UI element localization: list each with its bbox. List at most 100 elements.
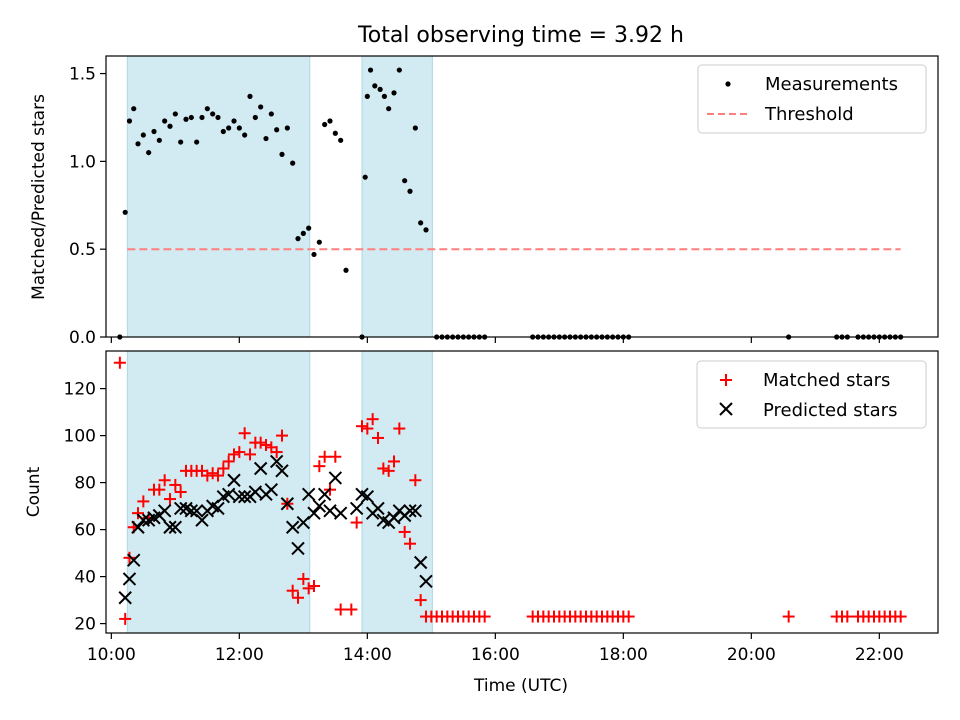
matched-star-point [270, 446, 283, 459]
measurement-point [156, 137, 162, 143]
matched-star-point [292, 591, 304, 604]
matched-star-point [174, 486, 187, 498]
measurement-point [131, 106, 137, 112]
measurement-point [343, 267, 349, 273]
bottom-axes-frame [105, 350, 939, 634]
matched-star-point [158, 474, 171, 487]
predicted-star-point [328, 471, 343, 485]
predicted-star-point [387, 511, 401, 525]
predicted-star-point [127, 553, 141, 567]
measurement-point [252, 114, 258, 121]
predicted-star-point [237, 489, 252, 504]
y-tick-label: 0.0 [69, 328, 96, 348]
matched-star-point [260, 439, 272, 451]
measurement-point [332, 130, 338, 136]
predicted-star-point [301, 487, 316, 502]
measurement-point [364, 93, 370, 99]
measurement-point [381, 93, 387, 99]
predicted-star-point [349, 501, 364, 516]
predicted-star-point [136, 513, 151, 527]
shaded-interval [126, 55, 311, 338]
predicted-star-point [275, 464, 289, 478]
predicted-star-point [264, 482, 279, 497]
bottom-legend: Matched stars Predicted stars [696, 360, 927, 429]
predicted-star-point [211, 501, 225, 516]
matched-star-point [217, 462, 230, 475]
predicted-star-point [360, 489, 375, 504]
predicted-star-point [307, 506, 321, 520]
predicted-star-point [184, 504, 199, 518]
measurement-point [327, 118, 333, 124]
matched-star-point [398, 525, 411, 538]
chart-title: Total observing time = 3.92 h [357, 23, 684, 48]
bottom-y-ticks: 20 40 60 80 100 120 [64, 380, 106, 635]
matched-star-point [313, 460, 326, 473]
predicted-star-point [157, 504, 172, 518]
matched-star-point [132, 507, 144, 520]
y-tick-label: 20 [74, 615, 96, 635]
measurement-point [268, 111, 274, 117]
matched-star-point [329, 450, 342, 463]
matched-star-point [361, 422, 374, 435]
matched-star-point [153, 483, 166, 496]
top-y-ticks: 0.0 0.5 1.0 1.5 [69, 65, 106, 348]
bottom-shaded-intervals [126, 350, 433, 634]
matched-star-point [119, 612, 132, 625]
matched-star-point [286, 584, 299, 597]
matched-star-point [113, 356, 126, 369]
matched-star-point [228, 448, 240, 461]
measurement-point [407, 188, 413, 194]
measurement-point [386, 106, 392, 112]
matched-star-point [297, 572, 310, 585]
predicted-star-point [333, 506, 348, 520]
y-tick-label: 100 [64, 427, 96, 447]
predicted-star-point [227, 473, 241, 487]
measurement-point [199, 114, 205, 121]
measurement-point [226, 125, 232, 131]
predicted-star-point [189, 504, 204, 518]
top-shaded-intervals [126, 55, 433, 338]
matched-star-point [222, 455, 235, 468]
y-tick-label: 120 [64, 380, 96, 400]
top-axes-frame [105, 55, 939, 338]
measurement-point [372, 83, 378, 89]
matched-star-point [233, 446, 246, 459]
measurement-point [295, 236, 301, 242]
predicted-star-point [312, 499, 327, 513]
predicted-star-point [296, 515, 311, 530]
matched-star-point [414, 594, 427, 607]
x-axis-label: Time (UTC) [473, 676, 568, 696]
measurement-point [418, 220, 424, 226]
matched-star-point [206, 467, 219, 480]
y-tick-label: 40 [74, 568, 96, 588]
measurement-point [412, 125, 418, 131]
measurement-point [322, 121, 328, 128]
predicted-star-point [269, 454, 284, 469]
predicted-star-point [173, 501, 188, 516]
bottom-y-axis-label: Count [24, 466, 44, 517]
legend-measurements-label: Measurements [765, 74, 898, 95]
predicted-star-point [323, 504, 337, 518]
x-tick-label: 16:00 [471, 645, 520, 665]
legend-threshold-label: Threshold [764, 104, 854, 125]
legend-predicted-marker [719, 402, 733, 416]
matched-star-point [782, 610, 795, 623]
measurement-point [274, 127, 280, 133]
matched-star-point [238, 427, 251, 440]
legend-matched-label: Matched stars [763, 370, 890, 391]
predicted-star-point [403, 504, 417, 518]
matched-star-point [393, 422, 406, 435]
predicted-star-point [291, 541, 305, 556]
matched-star-point [382, 464, 395, 477]
measurement-point [162, 118, 168, 124]
matched-star-point [164, 493, 176, 506]
predicted-star-point [232, 489, 247, 504]
predicted-star-point [122, 572, 137, 586]
bottom-legend-box [696, 360, 927, 429]
predicted-star-point [248, 485, 263, 499]
measurement-point [284, 125, 290, 131]
shaded-interval [361, 55, 433, 338]
top-legend: Measurements Threshold [697, 64, 927, 134]
top-x-ticks [110, 337, 880, 343]
